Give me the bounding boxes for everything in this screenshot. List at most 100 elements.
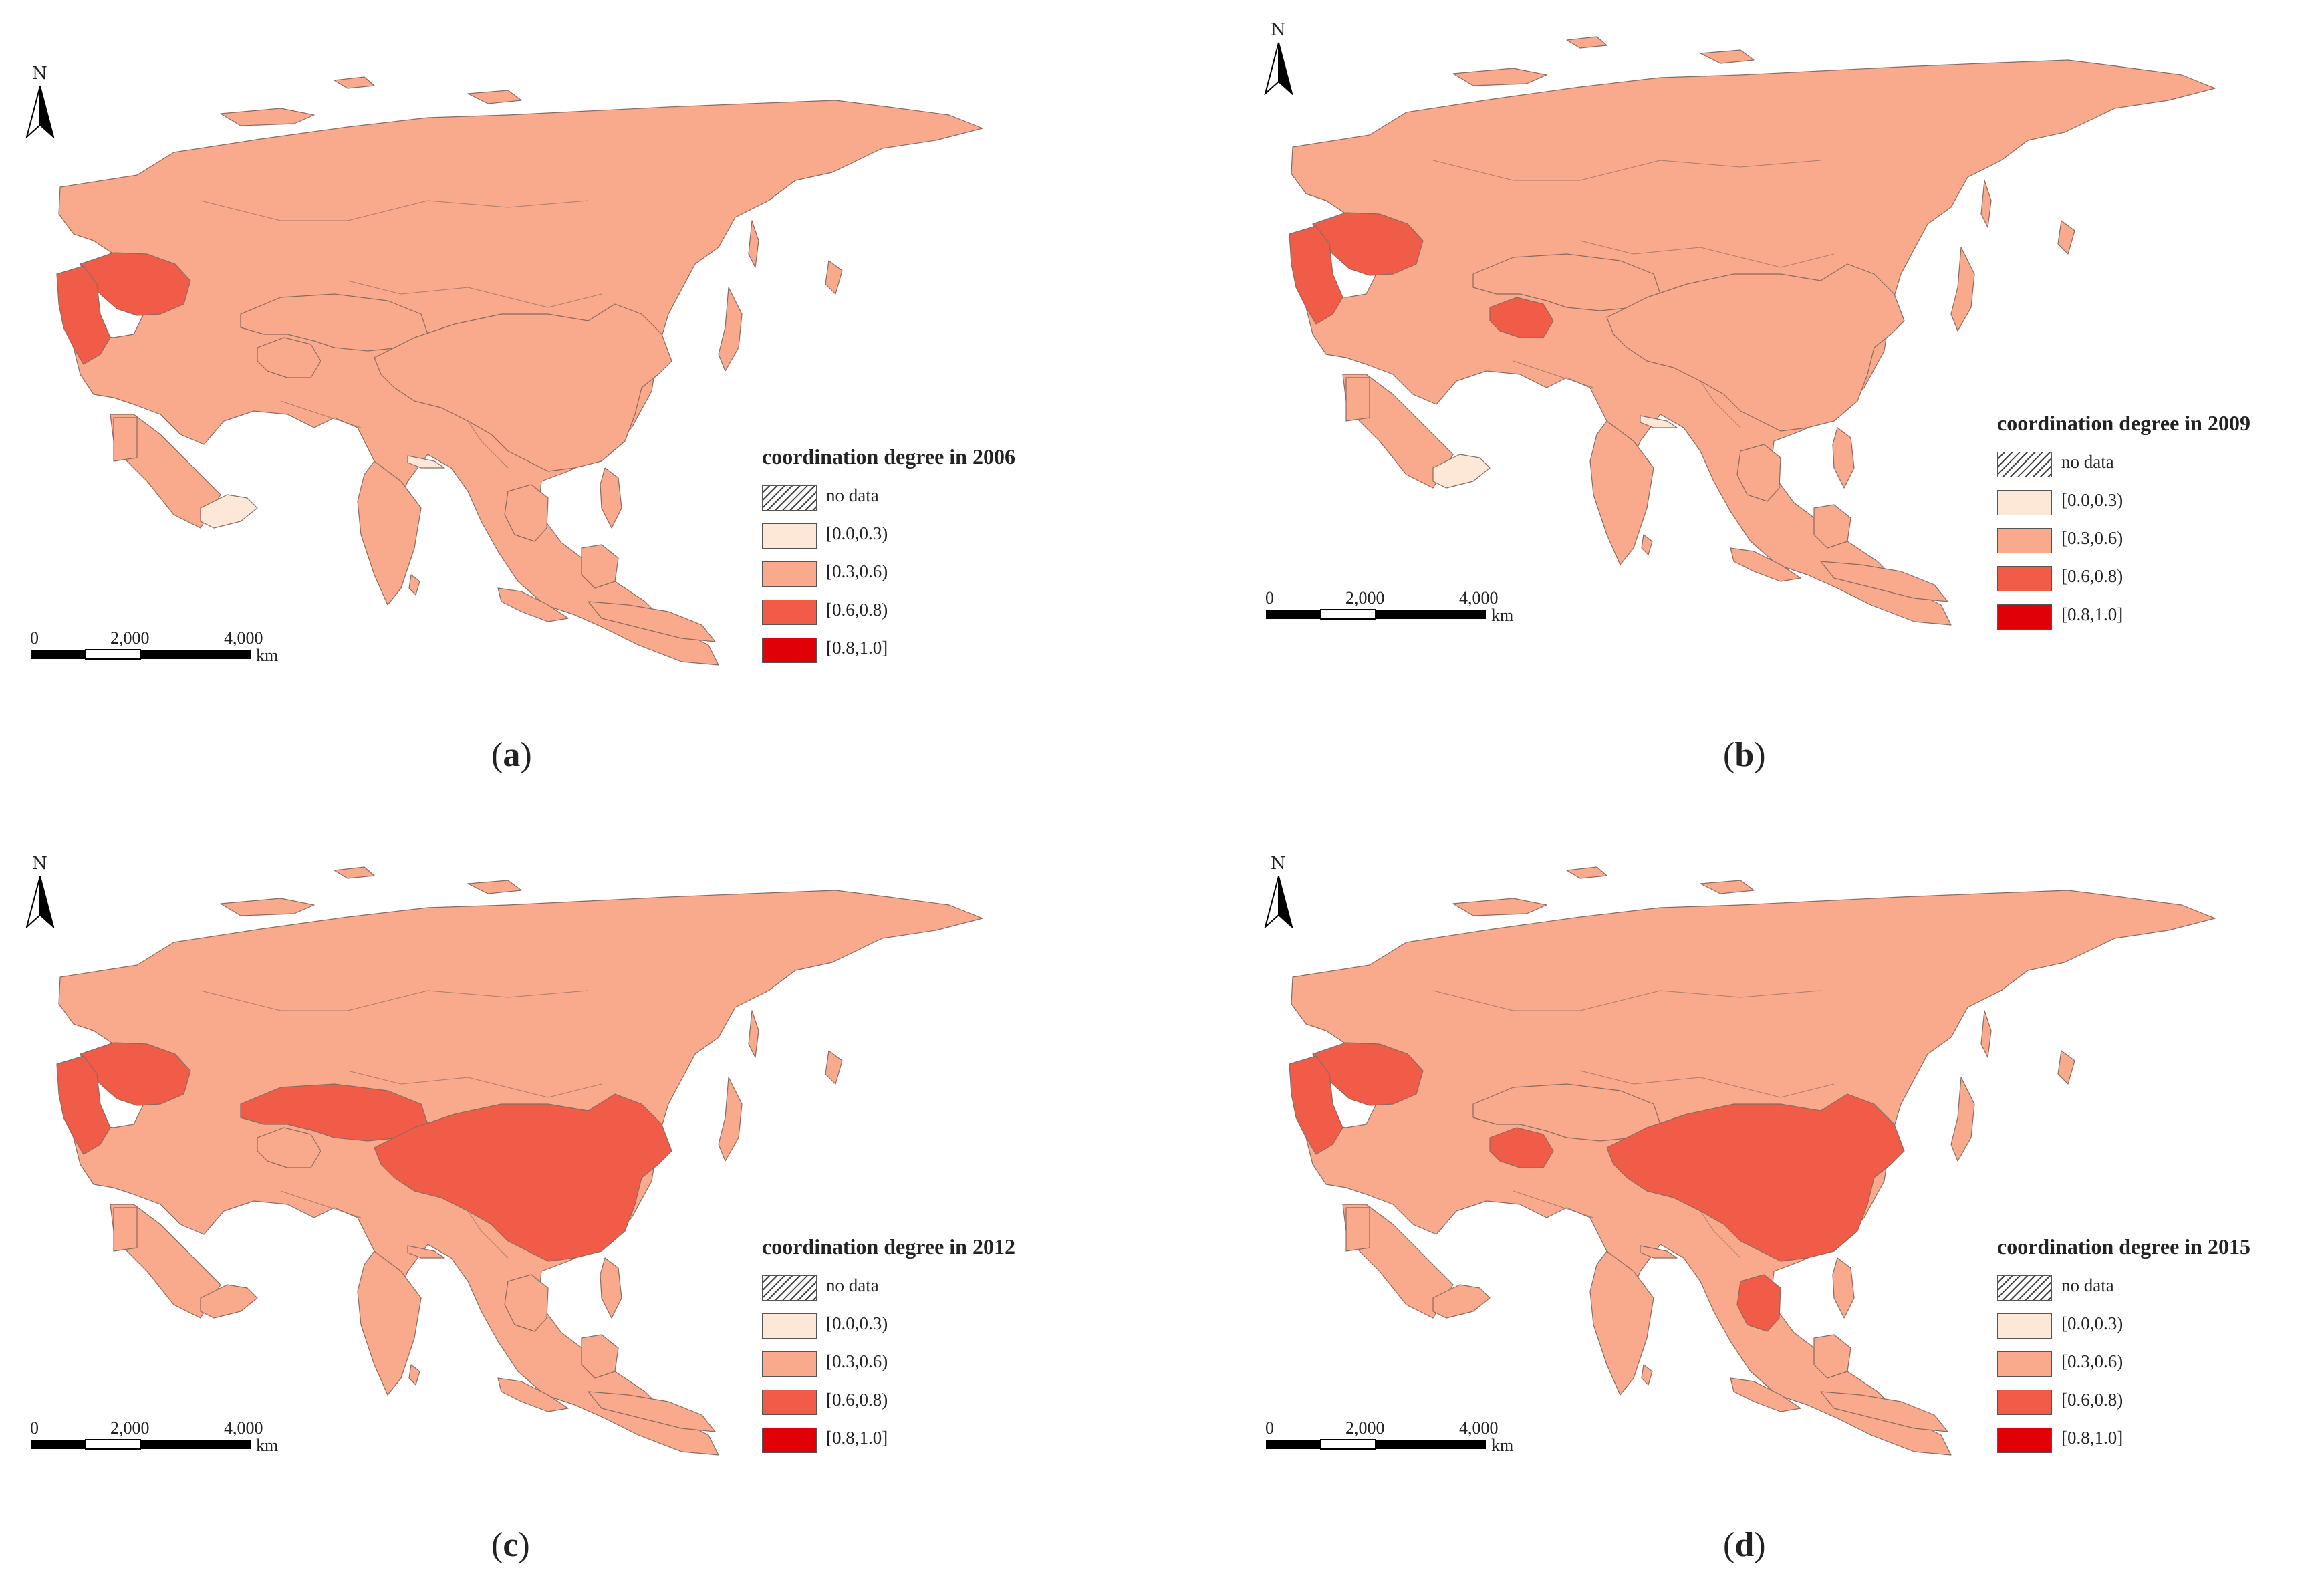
landmass-group — [1289, 866, 2216, 1456]
caption-paren-close: ) — [1754, 1526, 1766, 1564]
panel-caption: (a) — [491, 735, 532, 775]
legend-label: [0.8,1.0] — [2061, 1428, 2123, 1448]
legend-swatch — [762, 1275, 817, 1301]
scale-tick-label: 4,000 — [1459, 588, 1499, 608]
legend-swatch — [1997, 1275, 2052, 1301]
map-legend: coordination degree in 2012 no data [0.0,0… — [762, 1234, 1136, 1460]
legend-label: no data — [2061, 1275, 2114, 1295]
region-nepal — [407, 1245, 445, 1259]
region-arctic2 — [334, 866, 375, 879]
region-turkmenistan — [257, 337, 321, 378]
region-arctic1 — [220, 108, 315, 126]
legend-item: no data — [1997, 446, 2324, 485]
region-indochina — [504, 484, 549, 542]
caption-paren-open: ( — [1723, 1526, 1735, 1564]
map-canvas — [56, 866, 983, 1456]
scale-bar-graphic — [1266, 1439, 1486, 1450]
region-europe-west — [56, 265, 111, 365]
region-india — [1589, 1250, 1654, 1396]
landmass-group — [1289, 36, 2216, 626]
region-borneo — [581, 1334, 619, 1379]
north-arrow-icon — [25, 876, 55, 928]
region-yemen — [200, 1284, 258, 1319]
region-philippines — [600, 1257, 622, 1319]
region-kazakhstan — [1472, 253, 1661, 311]
legend-title: coordination degree in 2012 — [762, 1234, 1015, 1259]
region-africa-horn — [113, 1207, 138, 1252]
region-indochina — [1736, 444, 1781, 502]
map-panel-b: N 0 2,000 4,000 km coordination degree in 200… — [1162, 0, 2323, 790]
region-india — [1589, 420, 1654, 565]
legend-label: no data — [826, 485, 879, 505]
region-philippines — [1832, 1257, 1855, 1319]
legend-item: [0.3,0.6) — [762, 556, 1136, 594]
scale-tick-label: 0 — [1265, 1418, 1274, 1438]
legend-swatch — [1997, 1390, 2052, 1415]
region-philippines — [600, 467, 622, 529]
legend-item: [0.0,0.3) — [762, 1308, 1136, 1346]
caption-paren-close: ) — [1754, 736, 1766, 774]
region-europe-west — [56, 1055, 111, 1155]
scale-tick-label: 2,000 — [110, 1418, 150, 1438]
region-europe-west — [1289, 1055, 1343, 1155]
region-japan — [1950, 1077, 1975, 1162]
legend-label: [0.6,0.8) — [826, 1390, 888, 1410]
region-indonesia1 — [1730, 547, 1801, 582]
region-indonesia1 — [497, 587, 569, 622]
scale-bar: 0 2,000 4,000 km — [30, 1418, 311, 1458]
map-canvas — [1289, 36, 2216, 626]
map-panel-d: N 0 2,000 4,000 km coordination degree in 201… — [1162, 790, 2323, 1580]
legend-swatch — [1997, 528, 2052, 553]
legend-item: [0.3,0.6) — [762, 1346, 1136, 1384]
legend-item: [0.6,0.8) — [762, 1384, 1136, 1422]
region-arctic2 — [334, 76, 375, 89]
legend-swatch — [762, 1390, 817, 1415]
legend-label: [0.6,0.8) — [2061, 1390, 2123, 1410]
map-panel-c: N 0 2,000 4,000 km coordination degree in 201… — [0, 790, 1162, 1580]
country-border — [1700, 1210, 1741, 1259]
region-yemen — [200, 494, 258, 529]
legend-title: coordination degree in 2006 — [762, 444, 1015, 469]
legend-swatch — [1997, 1428, 2052, 1453]
legend-label: [0.3,0.6) — [826, 1351, 888, 1371]
country-border — [200, 200, 589, 221]
region-kamchatka — [2057, 220, 2075, 255]
region-kazakhstan — [1472, 1083, 1661, 1142]
legend-item: [0.6,0.8) — [1997, 1384, 2324, 1422]
legend-swatch — [762, 600, 817, 625]
legend-item: [0.8,1.0] — [1997, 1422, 2324, 1460]
panel-caption: (d) — [1723, 1525, 1766, 1565]
legend-item: [0.0,0.3) — [762, 518, 1136, 556]
scale-tick-label: 2,000 — [1345, 1418, 1385, 1438]
legend-swatch — [762, 523, 817, 549]
legend-swatch — [1997, 1313, 2052, 1339]
map-panel-a: N 0 2,000 4,000 km coordination degree in 200… — [0, 0, 1162, 790]
region-arctic1 — [1452, 898, 1547, 916]
country-border — [280, 400, 362, 428]
region-africa-horn — [1345, 1207, 1370, 1252]
landmass-group — [56, 866, 983, 1456]
region-indonesia1 — [1730, 1377, 1801, 1412]
region-africa-horn — [113, 417, 138, 462]
scale-unit: km — [256, 646, 279, 665]
north-label: N — [32, 853, 47, 874]
legend-swatch — [762, 1313, 817, 1339]
north-label: N — [1271, 20, 1286, 40]
region-arctic3 — [467, 90, 522, 104]
region-kazakhstan — [240, 1083, 428, 1142]
region-borneo — [1813, 1334, 1851, 1379]
legend-label: no data — [826, 1275, 879, 1295]
country-border — [1579, 1070, 1835, 1098]
north-label: N — [1271, 853, 1286, 874]
legend-item: no data — [762, 1270, 1136, 1308]
region-nepal — [1640, 415, 1678, 428]
region-indonesia2 — [1820, 1391, 1948, 1432]
region-china — [1606, 1093, 1905, 1262]
region-sakhalin — [1980, 1010, 1992, 1058]
region-arctic1 — [1452, 68, 1547, 86]
region-nepal — [407, 455, 445, 469]
legend-label: [0.0,0.3) — [2061, 490, 2123, 510]
scale-bar-graphic — [31, 649, 251, 660]
region-nepal — [1640, 1245, 1678, 1259]
legend-label: [0.6,0.8) — [826, 600, 888, 620]
